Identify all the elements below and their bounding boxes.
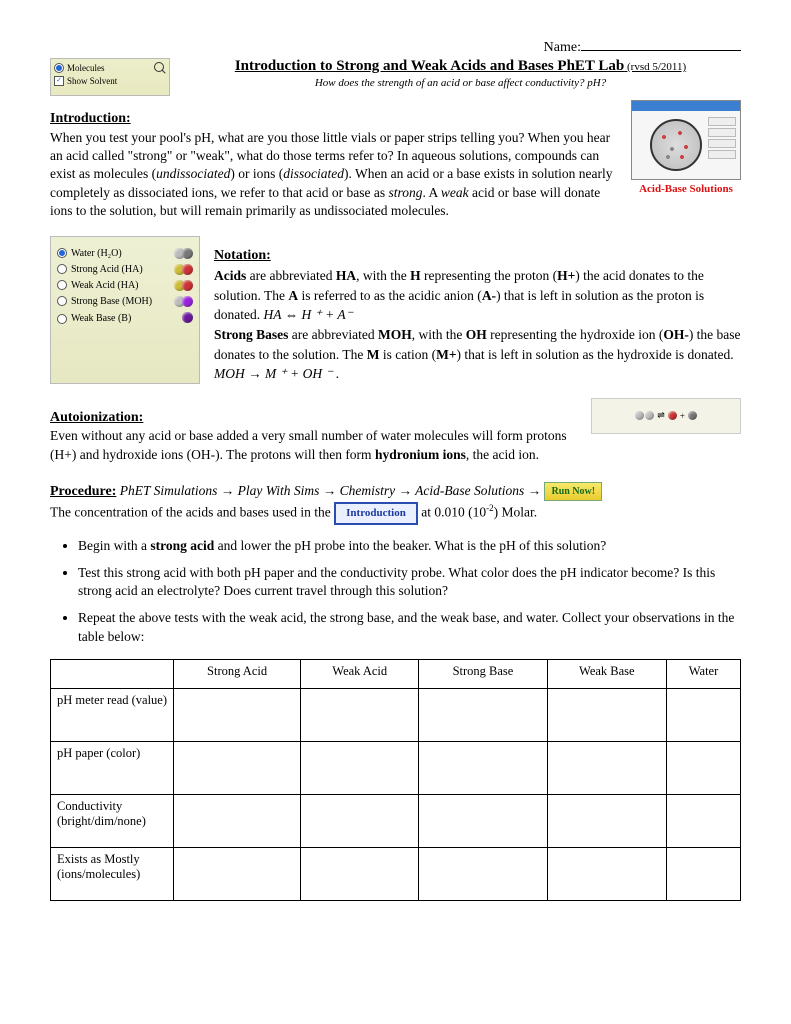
magnifier-icon <box>154 62 166 74</box>
opt-solvent[interactable]: ✓Show Solvent <box>54 76 166 86</box>
checkbox-icon: ✓ <box>54 76 64 86</box>
radio-icon <box>57 248 67 258</box>
name-blank[interactable] <box>581 50 741 51</box>
cell[interactable] <box>174 689 301 742</box>
cell[interactable] <box>419 689 547 742</box>
opt-label: Weak Acid (HA) <box>71 280 139 291</box>
opt-water[interactable]: Water (H₂O) <box>57 248 193 259</box>
cell[interactable] <box>301 742 419 795</box>
cell[interactable] <box>174 795 301 848</box>
table-row: pH meter read (value) <box>51 689 741 742</box>
cell[interactable] <box>547 742 666 795</box>
cell[interactable] <box>547 848 666 901</box>
radio-icon <box>57 264 67 274</box>
cell[interactable] <box>419 795 547 848</box>
table-header-row: Strong Acid Weak Acid Strong Base Weak B… <box>51 660 741 689</box>
bullet-2: Test this strong acid with both pH paper… <box>78 564 741 602</box>
cell[interactable] <box>666 795 740 848</box>
opt-molecules[interactable]: Molecules <box>54 62 166 74</box>
col-weak-base: Weak Base <box>547 660 666 689</box>
opt-strong-acid[interactable]: Strong Acid (HA) <box>57 264 193 275</box>
intro-heading: Introduction: <box>50 110 619 129</box>
opt-strong-base[interactable]: Strong Base (MOH) <box>57 296 193 307</box>
col-water: Water <box>666 660 740 689</box>
opt-label: Strong Acid (HA) <box>71 264 143 275</box>
equation-ha: HA ⇔ H ⁺ + A⁻ <box>264 307 353 322</box>
equation-moh: MOH → M ⁺ + OH ⁻ . <box>214 366 339 381</box>
notation-section: Water (H₂O) Strong Acid (HA) Weak Acid (… <box>50 236 741 384</box>
radio-icon <box>57 280 67 290</box>
cell[interactable] <box>419 848 547 901</box>
cell[interactable] <box>301 689 419 742</box>
introduction-section: Introduction: When you test your pool's … <box>50 100 741 220</box>
col-strong-base: Strong Base <box>419 660 547 689</box>
row-exists-as: Exists as Mostly (ions/molecules) <box>51 848 174 901</box>
sim-options-panel: Molecules ✓Show Solvent <box>50 58 170 96</box>
cell[interactable] <box>666 689 740 742</box>
cell[interactable] <box>547 689 666 742</box>
row-ph-paper: pH paper (color) <box>51 742 174 795</box>
auto-text: Autoionization: Even without any acid or… <box>50 398 581 465</box>
opt-label: Molecules <box>67 63 105 73</box>
revision-note: (rvsd 5/2011) <box>624 61 686 73</box>
intro-text: Introduction: When you test your pool's … <box>50 100 619 220</box>
introduction-tab-button[interactable]: Introduction <box>334 502 418 525</box>
radio-icon <box>57 314 67 324</box>
observations-table: Strong Acid Weak Acid Strong Base Weak B… <box>50 659 741 901</box>
opt-label: Strong Base (MOH) <box>71 296 152 307</box>
opt-weak-base[interactable]: Weak Base (B) <box>57 312 193 326</box>
cell[interactable] <box>666 848 740 901</box>
opt-label: Water (H₂O) <box>71 248 122 259</box>
col-weak-acid: Weak Acid <box>301 660 419 689</box>
nav-path: PhET Simulations → Play With Sims → Chem… <box>120 483 545 498</box>
page-title: Introduction to Strong and Weak Acids an… <box>180 58 741 75</box>
procedure-bullets: Begin with a strong acid and lower the p… <box>50 537 741 647</box>
notation-heading: Notation: <box>214 246 741 266</box>
radio-icon <box>54 63 64 73</box>
page-subtitle: How does the strength of an acid or base… <box>180 77 741 89</box>
table-row: pH paper (color) <box>51 742 741 795</box>
cell[interactable] <box>174 742 301 795</box>
table-row: Exists as Mostly (ions/molecules) <box>51 848 741 901</box>
cell[interactable] <box>666 742 740 795</box>
row-conductivity: Conductivity (bright/dim/none) <box>51 795 174 848</box>
bullet-1: Begin with a strong acid and lower the p… <box>78 537 741 556</box>
autoionization-eqn-box: ⇌ + <box>591 398 741 434</box>
auto-heading: Autoionization: <box>50 408 581 428</box>
bullet-3: Repeat the above tests with the weak aci… <box>78 609 741 647</box>
cell[interactable] <box>301 848 419 901</box>
name-field: Name: <box>50 40 741 56</box>
procedure-heading: Procedure: <box>50 484 116 499</box>
name-label: Name: <box>544 40 581 55</box>
opt-label: Weak Base (B) <box>71 313 131 324</box>
procedure-section: Procedure: PhET Simulations → Play With … <box>50 481 741 525</box>
opt-label: Show Solvent <box>67 76 117 86</box>
autoionization-section: Autoionization: Even without any acid or… <box>50 398 741 465</box>
col-blank <box>51 660 174 689</box>
col-strong-acid: Strong Acid <box>174 660 301 689</box>
run-now-button[interactable]: Run Now! <box>544 482 602 501</box>
sim-thumbnail: Acid-Base Solutions <box>631 100 741 220</box>
row-ph-meter: pH meter read (value) <box>51 689 174 742</box>
cell[interactable] <box>301 795 419 848</box>
table-row: Conductivity (bright/dim/none) <box>51 795 741 848</box>
solution-selector-panel: Water (H₂O) Strong Acid (HA) Weak Acid (… <box>50 236 200 384</box>
title-row: Molecules ✓Show Solvent Introduction to … <box>50 58 741 96</box>
radio-icon <box>57 296 67 306</box>
opt-weak-acid[interactable]: Weak Acid (HA) <box>57 280 193 291</box>
cell[interactable] <box>547 795 666 848</box>
cell[interactable] <box>419 742 547 795</box>
notation-text: Notation: Acids are abbreviated HA, with… <box>214 236 741 384</box>
sim-caption: Acid-Base Solutions <box>631 183 741 195</box>
sim-window-icon <box>631 100 741 180</box>
cell[interactable] <box>174 848 301 901</box>
